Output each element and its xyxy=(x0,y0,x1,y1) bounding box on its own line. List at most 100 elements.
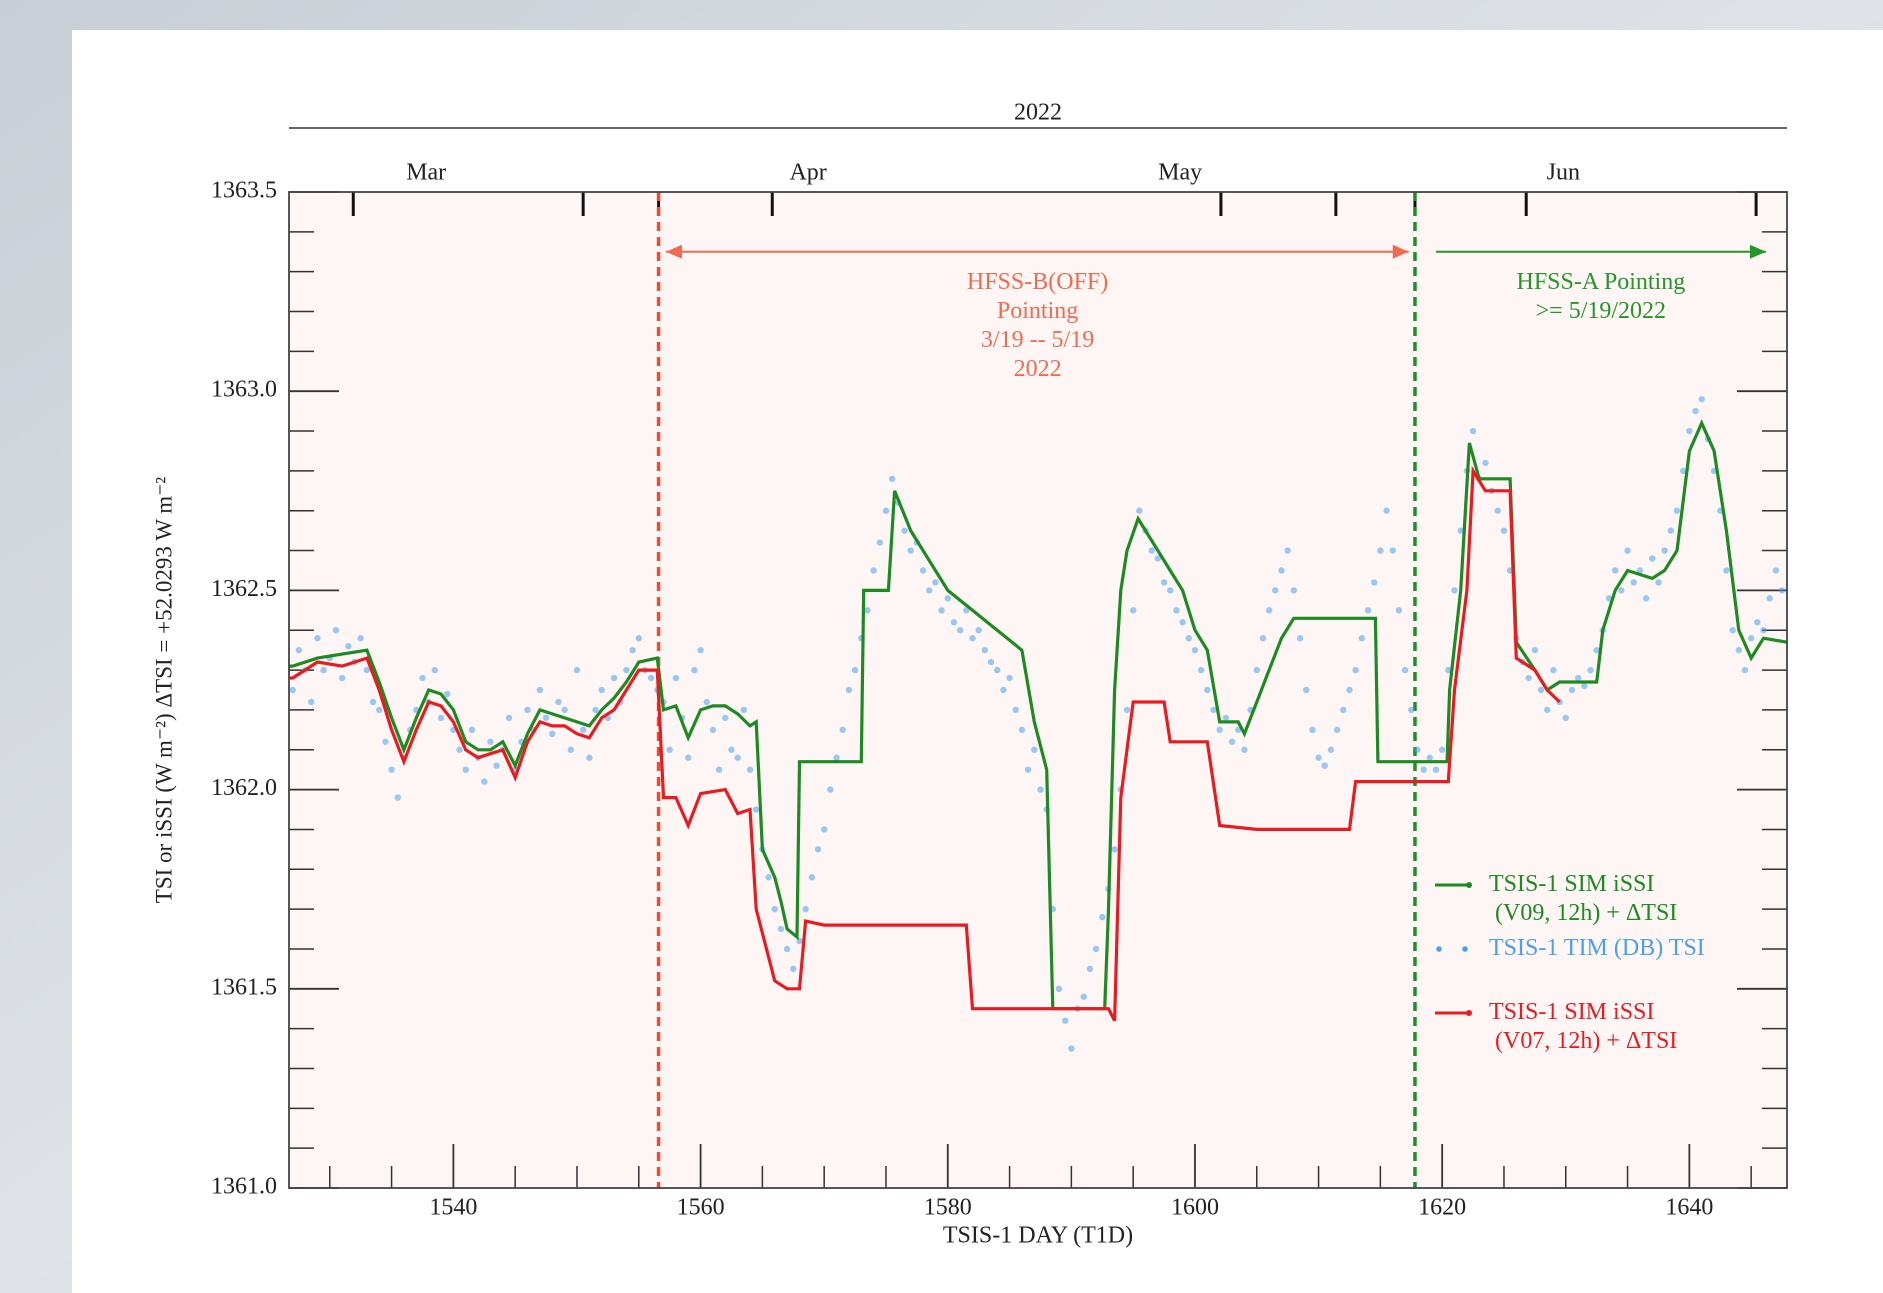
data-point xyxy=(1241,747,1247,753)
data-point xyxy=(1260,635,1266,641)
data-point xyxy=(1575,675,1581,681)
y-tick-label: 1363.0 xyxy=(211,377,277,403)
data-point xyxy=(1056,986,1062,992)
data-point xyxy=(1254,667,1260,673)
data-point xyxy=(685,755,691,761)
data-point xyxy=(1766,595,1772,601)
month-label: Mar xyxy=(406,160,446,186)
data-point xyxy=(994,667,1000,673)
data-point xyxy=(846,687,852,693)
chart: 2022 TSI or iSSI (W m⁻²) ΔTSI = +52.0293… xyxy=(0,0,1883,1293)
data-point xyxy=(666,747,672,753)
data-point xyxy=(790,966,796,972)
x-tick-label: 1580 xyxy=(924,1195,972,1221)
data-point xyxy=(1383,508,1389,514)
data-point xyxy=(586,755,592,761)
data-point xyxy=(772,906,778,912)
data-point xyxy=(611,675,617,681)
data-point xyxy=(889,476,895,482)
data-point xyxy=(1229,739,1235,745)
data-point xyxy=(1649,555,1655,561)
data-point xyxy=(1729,627,1735,633)
data-point xyxy=(883,508,889,514)
data-point xyxy=(419,675,425,681)
data-point xyxy=(1161,579,1167,585)
data-point xyxy=(1581,683,1587,689)
data-point xyxy=(1451,587,1457,593)
data-point xyxy=(1631,579,1637,585)
x-tick-label: 1560 xyxy=(677,1195,725,1221)
data-point xyxy=(969,635,975,641)
data-point xyxy=(296,647,302,653)
data-point xyxy=(376,707,382,713)
data-point xyxy=(1779,587,1785,593)
data-point xyxy=(753,806,759,812)
data-point xyxy=(636,635,642,641)
data-point xyxy=(1167,587,1173,593)
data-point xyxy=(945,595,951,601)
data-point xyxy=(784,946,790,952)
x-tick-label: 1600 xyxy=(1171,1195,1219,1221)
data-point xyxy=(815,846,821,852)
data-point xyxy=(710,727,716,733)
data-point xyxy=(469,727,475,733)
data-point xyxy=(1501,527,1507,533)
legend-label: TSIS-1 SIM iSSI (V09, 12h) + ΔTSI xyxy=(1489,870,1677,928)
data-point xyxy=(1773,567,1779,573)
top-axis-title: 2022 xyxy=(1014,100,1062,126)
data-point xyxy=(1149,547,1155,553)
data-point xyxy=(765,874,771,880)
data-point xyxy=(691,667,697,673)
data-point xyxy=(1532,647,1538,653)
data-point xyxy=(1309,727,1315,733)
data-point xyxy=(938,607,944,613)
data-point xyxy=(809,874,815,880)
data-point xyxy=(1266,607,1272,613)
data-point xyxy=(1748,635,1754,641)
data-point xyxy=(697,647,703,653)
data-point xyxy=(1668,527,1674,533)
data-point xyxy=(592,707,598,713)
data-point xyxy=(370,699,376,705)
data-point xyxy=(580,727,586,733)
data-point xyxy=(1278,567,1284,573)
page: {"chart_data": { "type": "line", "xlabel… xyxy=(0,0,1883,1293)
data-point xyxy=(982,647,988,653)
data-point xyxy=(382,739,388,745)
data-point xyxy=(1272,587,1278,593)
data-point xyxy=(864,607,870,613)
data-point xyxy=(920,567,926,573)
data-point xyxy=(629,647,635,653)
data-point xyxy=(1525,675,1531,681)
data-point xyxy=(1550,667,1556,673)
data-point xyxy=(456,747,462,753)
data-point xyxy=(1352,667,1358,673)
data-point xyxy=(821,826,827,832)
data-point xyxy=(870,567,876,573)
x-tick-label: 1640 xyxy=(1665,1195,1713,1221)
data-point xyxy=(840,727,846,733)
data-point xyxy=(438,715,444,721)
data-point xyxy=(1754,619,1760,625)
data-point xyxy=(1699,396,1705,402)
data-point xyxy=(1328,747,1334,753)
data-point xyxy=(1742,667,1748,673)
x-tick-label: 1540 xyxy=(429,1195,477,1221)
data-point xyxy=(988,659,994,665)
data-point xyxy=(345,643,351,649)
data-point xyxy=(1538,687,1544,693)
data-point xyxy=(1427,755,1433,761)
data-point xyxy=(537,687,543,693)
data-point xyxy=(1563,715,1569,721)
data-point xyxy=(1037,786,1043,792)
data-point xyxy=(1099,914,1105,920)
legend-marker xyxy=(1462,946,1468,952)
data-point xyxy=(314,635,320,641)
data-point xyxy=(926,587,932,593)
data-point xyxy=(493,762,499,768)
data-point xyxy=(957,627,963,633)
data-point xyxy=(1377,547,1383,553)
data-point xyxy=(1303,687,1309,693)
data-point xyxy=(1093,946,1099,952)
data-point xyxy=(506,715,512,721)
